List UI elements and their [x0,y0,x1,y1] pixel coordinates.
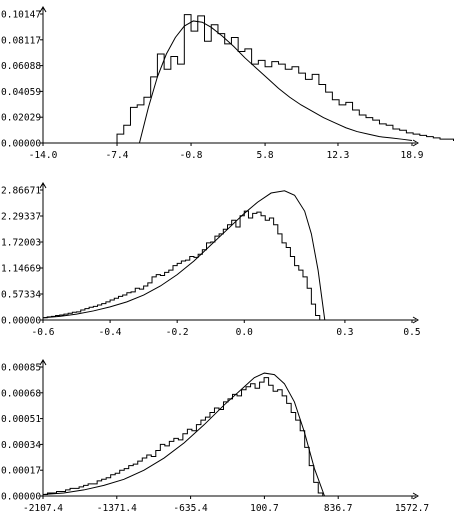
y-tick-label: 0.00034 [1,440,41,451]
y-tick-label: 0.00051 [1,414,41,425]
y-tick-label: 0.10147 [1,10,41,21]
x-axis-arrow [412,492,419,500]
y-tick-label: 0.06088 [1,61,41,72]
x-axis-arrow [412,316,419,324]
x-tick-label: 5.8 [256,150,273,161]
y-tick-label: 1.14669 [1,263,41,274]
x-tick-label: 836.7 [324,503,353,514]
histogram-series [116,14,454,143]
x-tick-label: -14.0 [29,150,58,161]
y-tick-label: 0.00017 [1,466,41,477]
x-tick-label: 100.7 [250,503,279,514]
x-tick-label: 12.3 [327,150,350,161]
y-tick-label: 0.00000 [1,139,41,150]
y-tick-label: 2.86671 [1,186,41,197]
y-tick-label: 0.57334 [1,290,41,301]
y-tick-label: 0.08117 [1,35,41,46]
fitted-curve-series [138,20,413,144]
x-axis-arrow [412,139,419,147]
y-axis-arrow [39,359,47,366]
y-tick-label: 0.02029 [1,113,41,124]
histogram-series [42,210,324,321]
y-tick-label: 0.00000 [1,492,41,503]
fitted-curve-series [42,190,326,321]
y-tick-label: 0.00085 [1,363,41,374]
x-tick-label: 0.0 [236,327,253,338]
histogram-series [42,377,328,497]
fitted-curve-series [42,372,325,497]
y-tick-label: 0.04059 [1,87,41,98]
y-axis-arrow [39,6,47,13]
x-tick-label: -0.8 [180,150,203,161]
chart-panel-2: 0.00000 0.57334 1.14669 1.72003 2.29337 2.866… [1,182,421,338]
chart-panel-1: 0.00000 0.02029 0.04059 0.06088 0.08117 0.101… [1,6,454,161]
x-tick-label: -0.6 [32,327,55,338]
x-tick-label: -635.4 [173,503,208,514]
x-tick-label: 0.3 [336,327,353,338]
y-tick-label: 0.00000 [1,316,41,327]
x-tick-label: -0.2 [166,327,189,338]
x-tick-label: 18.9 [401,150,424,161]
x-tick-label: 0.5 [403,327,420,338]
x-tick-label: -0.4 [99,327,122,338]
y-axis-arrow [39,182,47,189]
y-tick-label: 2.29337 [1,211,41,222]
x-tick-label: 1572.7 [395,503,429,514]
x-tick-label: -1371.4 [97,503,137,514]
y-tick-label: 1.72003 [1,237,41,248]
y-tick-label: 0.00068 [1,388,41,399]
x-tick-label: -7.4 [106,150,129,161]
chart-panel-3: 0.00000 0.00017 0.00034 0.00051 0.00068 0.000… [1,359,429,514]
x-tick-label: -2107.4 [23,503,63,514]
